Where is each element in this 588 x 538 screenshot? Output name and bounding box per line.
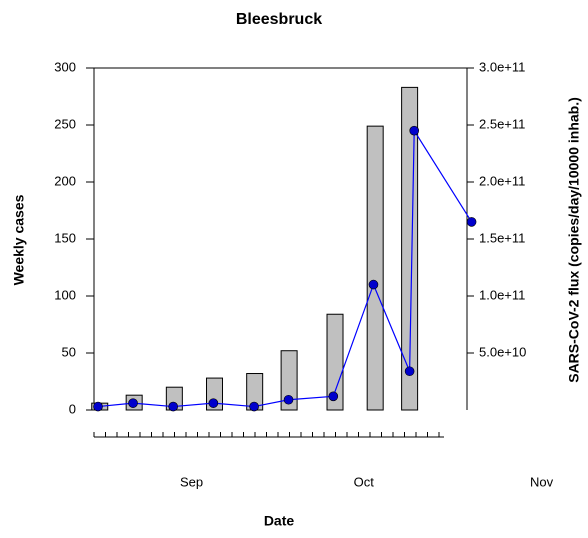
y-tick-label: 50 — [62, 344, 76, 359]
flux-point — [93, 401, 103, 412]
y2-tick-label: 1.5e+11 — [479, 230, 525, 245]
bar — [280, 350, 298, 411]
flux-point — [368, 279, 379, 290]
x-tick-label: Sep — [180, 474, 203, 489]
chart-title: Bleesbruck — [236, 11, 322, 28]
flux-point — [404, 366, 415, 377]
y2-tick-label: 2.0e+11 — [479, 173, 525, 188]
bar — [326, 313, 344, 411]
flux-point — [208, 398, 219, 408]
y2-axis-label: SARS-CoV-2 flux (copies/day/10000 inhab.… — [566, 97, 582, 383]
y2-tick-label: 2.5e+11 — [479, 116, 525, 131]
flux-point — [409, 125, 420, 136]
y-tick-label: 250 — [54, 116, 76, 131]
y-tick-label: 0 — [69, 401, 76, 416]
y-tick-label: 100 — [54, 287, 76, 302]
y-tick-label: 150 — [54, 230, 76, 245]
x-tick-label: Oct — [354, 474, 375, 489]
y2-tick-label: 3.0e+11 — [479, 59, 525, 74]
y-axis-label: Weekly cases — [11, 194, 27, 285]
flux-point — [128, 398, 138, 408]
flux-point — [168, 401, 178, 412]
flux-point — [466, 217, 477, 227]
y-tick-label: 200 — [54, 173, 76, 188]
y2-tick-label: 5.0e+10 — [479, 344, 526, 359]
flux-point — [328, 391, 339, 402]
x-axis-label: Date — [264, 513, 295, 529]
x-tick-label: Nov — [530, 474, 554, 489]
bar — [366, 125, 384, 411]
y-tick-label: 300 — [54, 59, 76, 74]
flux-point — [283, 394, 294, 405]
flux-point — [249, 401, 259, 412]
y2-tick-label: 1.0e+11 — [479, 287, 525, 302]
